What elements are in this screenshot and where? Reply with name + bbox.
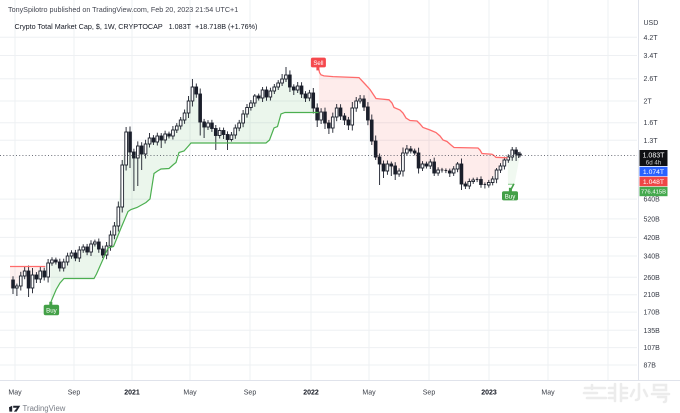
svg-text:1.6T: 1.6T <box>644 120 659 127</box>
svg-text:Sep: Sep <box>244 390 257 397</box>
svg-text:Buy: Buy <box>505 193 516 200</box>
svg-text:2T: 2T <box>644 99 653 106</box>
svg-text:420B: 420B <box>644 235 661 242</box>
svg-text:1.083T: 1.083T <box>643 152 666 159</box>
svg-text:776.415B: 776.415B <box>641 190 666 196</box>
svg-text:May: May <box>362 390 376 397</box>
svg-text:Buy: Buy <box>46 307 57 314</box>
svg-text:107B: 107B <box>644 345 661 352</box>
svg-text:2022: 2022 <box>303 390 319 397</box>
svg-text:6d 4h: 6d 4h <box>646 159 662 166</box>
svg-text:520B: 520B <box>644 216 661 223</box>
svg-text:1.048T: 1.048T <box>643 179 664 186</box>
svg-text:USD: USD <box>644 20 659 27</box>
svg-text:May: May <box>183 390 197 397</box>
svg-text:Sep: Sep <box>423 390 436 397</box>
svg-text:May: May <box>8 390 22 397</box>
svg-text:260B: 260B <box>644 275 661 282</box>
svg-text:TradingView: TradingView <box>23 404 66 413</box>
svg-text:210B: 210B <box>644 292 661 299</box>
svg-text:87B: 87B <box>644 363 657 370</box>
svg-text:May: May <box>541 390 555 397</box>
svg-text:170B: 170B <box>644 310 661 317</box>
svg-text:2023: 2023 <box>481 390 497 397</box>
svg-text:TonySpilotro published on Trad: TonySpilotro published on TradingView.co… <box>8 5 238 14</box>
svg-text:Crypto Total Market Cap, $, 1W: Crypto Total Market Cap, $, 1W, CRYPTOCA… <box>15 22 258 31</box>
svg-text:135B: 135B <box>644 328 661 335</box>
svg-text:2021: 2021 <box>124 390 140 397</box>
svg-text:640B: 640B <box>644 197 661 204</box>
svg-text:1.3T: 1.3T <box>644 138 659 145</box>
svg-text:1.074T: 1.074T <box>643 169 664 176</box>
svg-text:4.2T: 4.2T <box>644 35 659 42</box>
svg-text:3.4T: 3.4T <box>644 53 659 60</box>
svg-text:340B: 340B <box>644 254 661 261</box>
svg-text:Sep: Sep <box>68 390 81 397</box>
svg-text:Sell: Sell <box>313 60 323 67</box>
svg-text:2.6T: 2.6T <box>644 76 659 83</box>
